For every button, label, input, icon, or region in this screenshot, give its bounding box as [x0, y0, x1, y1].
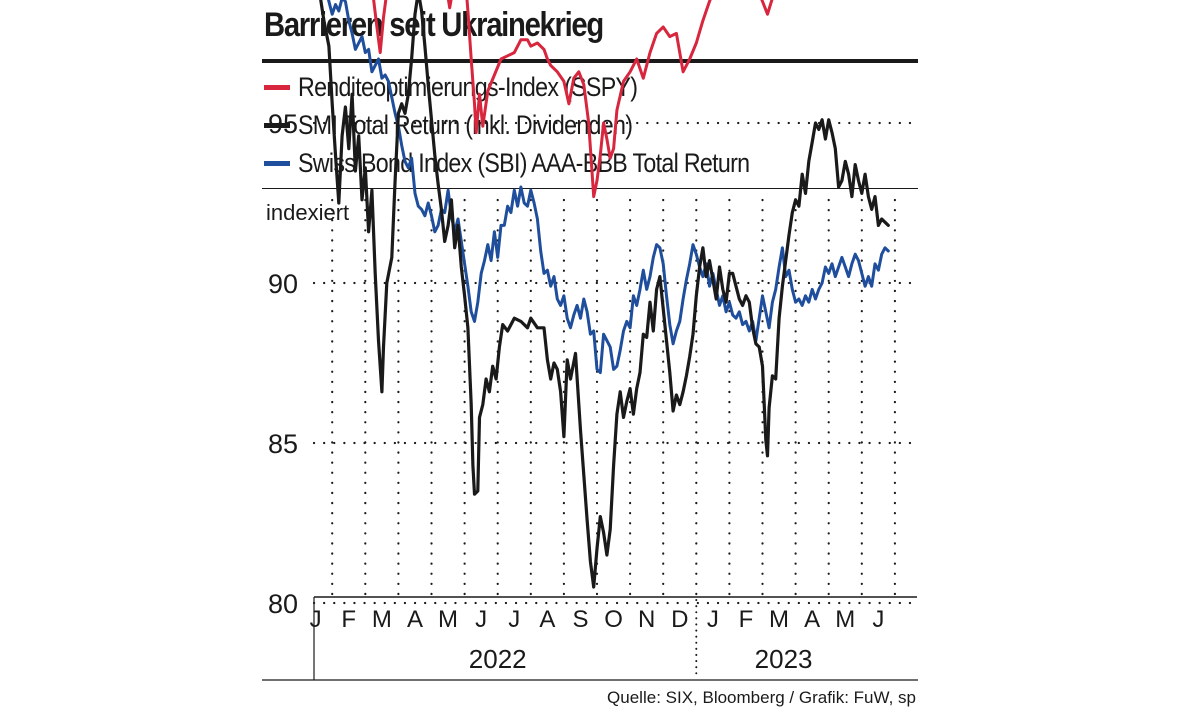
legend-swatch-sbi: [264, 160, 290, 166]
legend-label-sbi: Swiss Bond Index (SBI) AAA-BBB Total Ret…: [298, 147, 750, 178]
x-tick-label: M: [438, 606, 458, 633]
legend-item-sbi: Swiss Bond Index (SBI) AAA-BBB Total Ret…: [264, 146, 823, 180]
legend-rule: [262, 188, 918, 189]
y-tick-label: 85: [268, 429, 298, 459]
x-tick-label: F: [341, 606, 356, 633]
x-tick-label: J: [707, 606, 719, 633]
y-tick-label: 80: [268, 589, 298, 619]
x-year-label: 2023: [755, 644, 813, 674]
series-line-sbi: [326, 0, 890, 375]
x-tick-label: F: [739, 606, 754, 633]
x-tick-label: J: [872, 606, 884, 633]
x-tick-label: J: [508, 606, 520, 633]
x-tick-label: N: [638, 606, 655, 633]
x-tick-label: D: [671, 606, 688, 633]
series-line-sspy: [372, 0, 774, 199]
x-tick-label: J: [310, 606, 322, 633]
series-line-smi: [319, 0, 890, 589]
x-tick-label: M: [835, 606, 855, 633]
source-note: Quelle: SIX, Bloomberg / Grafik: FuW, sp: [607, 688, 916, 707]
y-tick-label: 95: [268, 109, 298, 139]
chart-title: Barrieren seit Ukrainekrieg: [264, 6, 604, 44]
x-tick-label: J: [475, 606, 487, 633]
x-tick-label: M: [769, 606, 789, 633]
x-tick-label: A: [804, 606, 820, 633]
x-tick-label: S: [572, 606, 588, 633]
legend-swatch-sspy: [264, 84, 290, 90]
x-tick-label: M: [372, 606, 392, 633]
y-axis-label: indexiert: [266, 200, 349, 225]
x-tick-label: A: [407, 606, 423, 633]
x-year-label: 2022: [469, 644, 527, 674]
legend-swatch-smi: [264, 122, 290, 128]
y-tick-label: 90: [268, 269, 298, 299]
x-tick-label: O: [604, 606, 623, 633]
title-rule: [262, 59, 918, 63]
x-tick-label: A: [539, 606, 555, 633]
